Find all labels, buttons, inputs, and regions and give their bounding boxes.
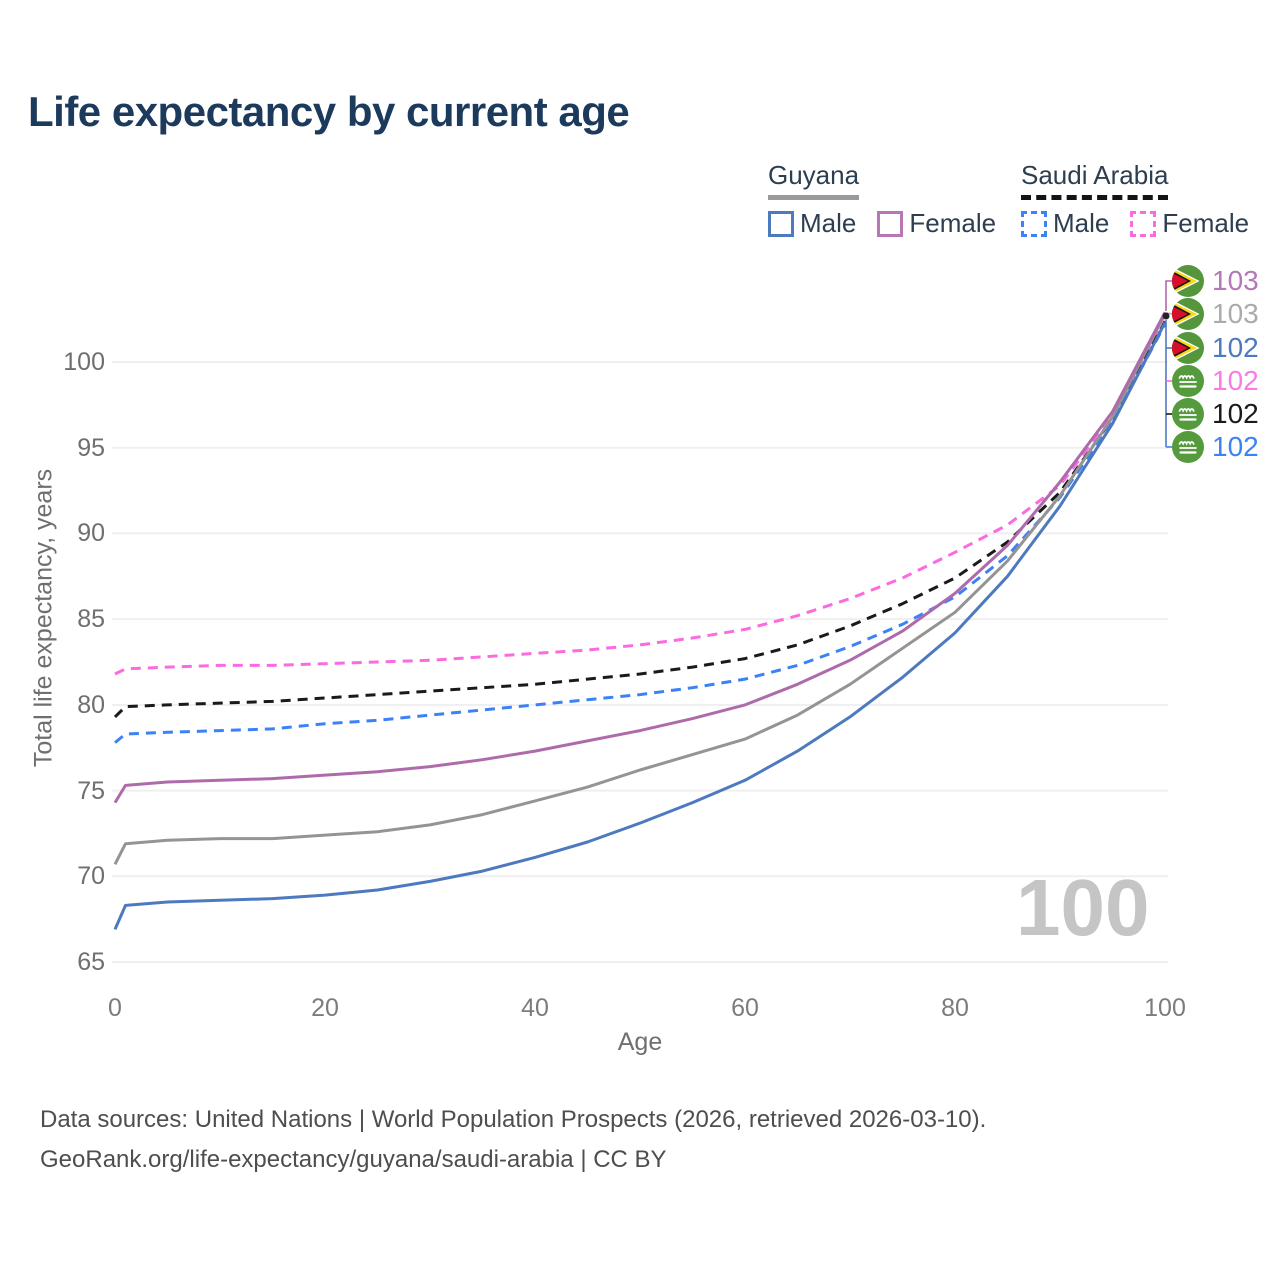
hovered-age-watermark: 100 xyxy=(1016,863,1150,952)
label-connector xyxy=(1165,280,1173,311)
end-label-guyana-female[interactable]: 103 xyxy=(1172,265,1259,297)
end-label-value: 102 xyxy=(1212,398,1259,429)
legend-item-label: Male xyxy=(1053,208,1110,238)
data-sources-text: Data sources: United Nations | World Pop… xyxy=(40,1106,987,1133)
y-tick-label: 95 xyxy=(77,433,105,462)
y-tick-label: 70 xyxy=(77,862,105,891)
legend-group-label-saudi-arabia[interactable]: Saudi Arabia xyxy=(1021,160,1169,200)
x-tick-label: 0 xyxy=(108,994,122,1022)
legend-item-label: Male xyxy=(800,208,857,238)
guyana-female-swatch-icon xyxy=(877,210,904,237)
legend-group-saudi-arabia: Saudi Arabia Male Female xyxy=(1021,160,1249,239)
x-tick-label: 80 xyxy=(941,994,969,1022)
saudi-female-swatch-icon xyxy=(1130,210,1157,237)
guyana-male-swatch-icon xyxy=(768,210,794,237)
x-axis-title: Age xyxy=(617,1028,663,1056)
legend-group-label-guyana[interactable]: Guyana xyxy=(768,160,860,200)
end-label-value: 103 xyxy=(1212,298,1259,329)
x-tick-label: 40 xyxy=(521,994,549,1022)
series-line-saudi-arabia-female xyxy=(114,320,1167,676)
x-tick-label: 60 xyxy=(731,994,759,1022)
guyana-flag-icon xyxy=(1172,332,1204,364)
end-label-value: 102 xyxy=(1212,431,1259,462)
attribution-link-text[interactable]: GeoRank.org/life-expectancy/guyana/saudi… xyxy=(40,1146,667,1173)
legend-group-guyana: Guyana Male Female xyxy=(768,160,996,239)
series-line-guyana-male xyxy=(113,321,1167,931)
end-label-saudi-male[interactable]: 102 xyxy=(1172,431,1259,463)
end-label-guyana-male[interactable]: 102 xyxy=(1172,332,1259,364)
series-line-guyana-total xyxy=(113,313,1167,865)
guyana-flag-icon xyxy=(1172,265,1204,297)
end-label-saudi-female[interactable]: 102 xyxy=(1172,365,1259,397)
legend-item-label: Female xyxy=(1162,208,1250,238)
guyana-flag-icon xyxy=(1172,298,1204,330)
series-line-saudi-arabia-total xyxy=(113,320,1167,718)
end-label-guyana-total[interactable]: 103 xyxy=(1172,298,1259,330)
hover-point-marker xyxy=(1162,312,1170,320)
saudi-arabia-flag-icon xyxy=(1172,398,1204,430)
end-label-value: 102 xyxy=(1212,365,1259,396)
legend-item-guyana-female[interactable]: Female xyxy=(877,208,996,239)
legend-item-label: Female xyxy=(909,208,997,238)
legend-item-saudi-female[interactable]: Female xyxy=(1130,208,1249,239)
saudi-arabia-flag-icon xyxy=(1172,365,1204,397)
end-label-value: 103 xyxy=(1212,265,1259,296)
x-tick-label: 100 xyxy=(1144,994,1186,1022)
y-tick-label: 100 xyxy=(63,348,105,376)
y-tick-label: 80 xyxy=(77,690,105,719)
y-tick-label: 90 xyxy=(77,519,105,548)
end-label-saudi-total[interactable]: 102 xyxy=(1172,398,1259,430)
y-tick-label: 75 xyxy=(77,776,105,805)
y-tick-label: 65 xyxy=(77,948,105,976)
end-label-value: 102 xyxy=(1212,332,1259,363)
legend-item-saudi-male[interactable]: Male xyxy=(1021,208,1109,239)
x-tick-label: 20 xyxy=(311,994,339,1022)
series-line-guyana-female xyxy=(113,311,1167,804)
page-title: Life expectancy by current age xyxy=(28,88,630,135)
y-tick-label: 85 xyxy=(77,605,105,634)
saudi-arabia-flag-icon xyxy=(1172,431,1204,463)
saudi-male-swatch-icon xyxy=(1021,210,1047,237)
legend-item-guyana-male[interactable]: Male xyxy=(768,208,856,239)
